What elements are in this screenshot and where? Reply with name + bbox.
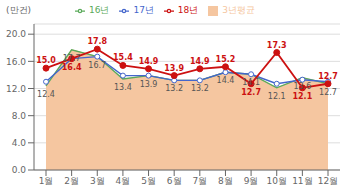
svg-text:13.4: 13.4 <box>114 83 132 92</box>
svg-text:3월: 3월 <box>90 176 105 186</box>
svg-text:14.9: 14.9 <box>139 57 159 66</box>
svg-text:12.1: 12.1 <box>292 92 312 101</box>
svg-text:9월: 9월 <box>244 176 259 186</box>
svg-text:13.9: 13.9 <box>140 80 158 89</box>
svg-text:1월: 1월 <box>39 176 54 186</box>
svg-text:13.2: 13.2 <box>165 84 183 93</box>
svg-text:4.0: 4.0 <box>12 138 27 148</box>
html-text:18년: 18년 <box>177 5 199 15</box>
svg-text:6월: 6월 <box>167 176 182 186</box>
svg-text:20.0: 20.0 <box>8 29 26 39</box>
svg-text:17.7: 17.7 <box>63 54 81 63</box>
svg-text:16.4: 16.4 <box>62 63 82 72</box>
svg-text:15.0: 15.0 <box>36 56 56 65</box>
html-text:(만건): (만건) <box>6 5 31 15</box>
svg-text:13.9: 13.9 <box>164 64 184 73</box>
svg-text:12.7: 12.7 <box>319 88 337 97</box>
svg-text:13.2: 13.2 <box>191 84 209 93</box>
svg-text:12.0: 12.0 <box>8 84 26 94</box>
html-text:3년평균: 3년평균 <box>222 5 255 15</box>
svg-text:12월: 12월 <box>318 176 338 186</box>
svg-text:12.7: 12.7 <box>241 88 261 97</box>
svg-text:17.3: 17.3 <box>267 41 287 50</box>
svg-text:15.4: 15.4 <box>113 53 133 62</box>
svg-text:4월: 4월 <box>116 176 131 186</box>
svg-text:15.2: 15.2 <box>216 55 236 64</box>
svg-text:7월: 7월 <box>192 176 207 186</box>
svg-text:8.0: 8.0 <box>12 111 27 121</box>
svg-text:12.1: 12.1 <box>268 92 286 101</box>
svg-text:8월: 8월 <box>218 176 233 186</box>
svg-text:16.0: 16.0 <box>8 57 26 67</box>
svg-text:14.4: 14.4 <box>217 76 235 85</box>
svg-text:12.7: 12.7 <box>318 72 338 81</box>
svg-text:10월: 10월 <box>267 176 287 186</box>
html-text:17년: 17년 <box>133 5 154 15</box>
svg-text:13.6: 13.6 <box>293 82 311 91</box>
html-text:16년: 16년 <box>89 5 110 15</box>
svg-text:17.8: 17.8 <box>87 37 107 46</box>
svg-text:5월: 5월 <box>141 176 156 186</box>
svg-text:11월: 11월 <box>292 176 312 186</box>
svg-text:0.0: 0.0 <box>12 165 27 175</box>
svg-text:14.9: 14.9 <box>190 57 210 66</box>
svg-text:12.4: 12.4 <box>37 90 55 99</box>
svg-text:2월: 2월 <box>64 176 79 186</box>
svg-text:16.7: 16.7 <box>88 61 106 70</box>
svg-text:14.1: 14.1 <box>242 78 260 87</box>
